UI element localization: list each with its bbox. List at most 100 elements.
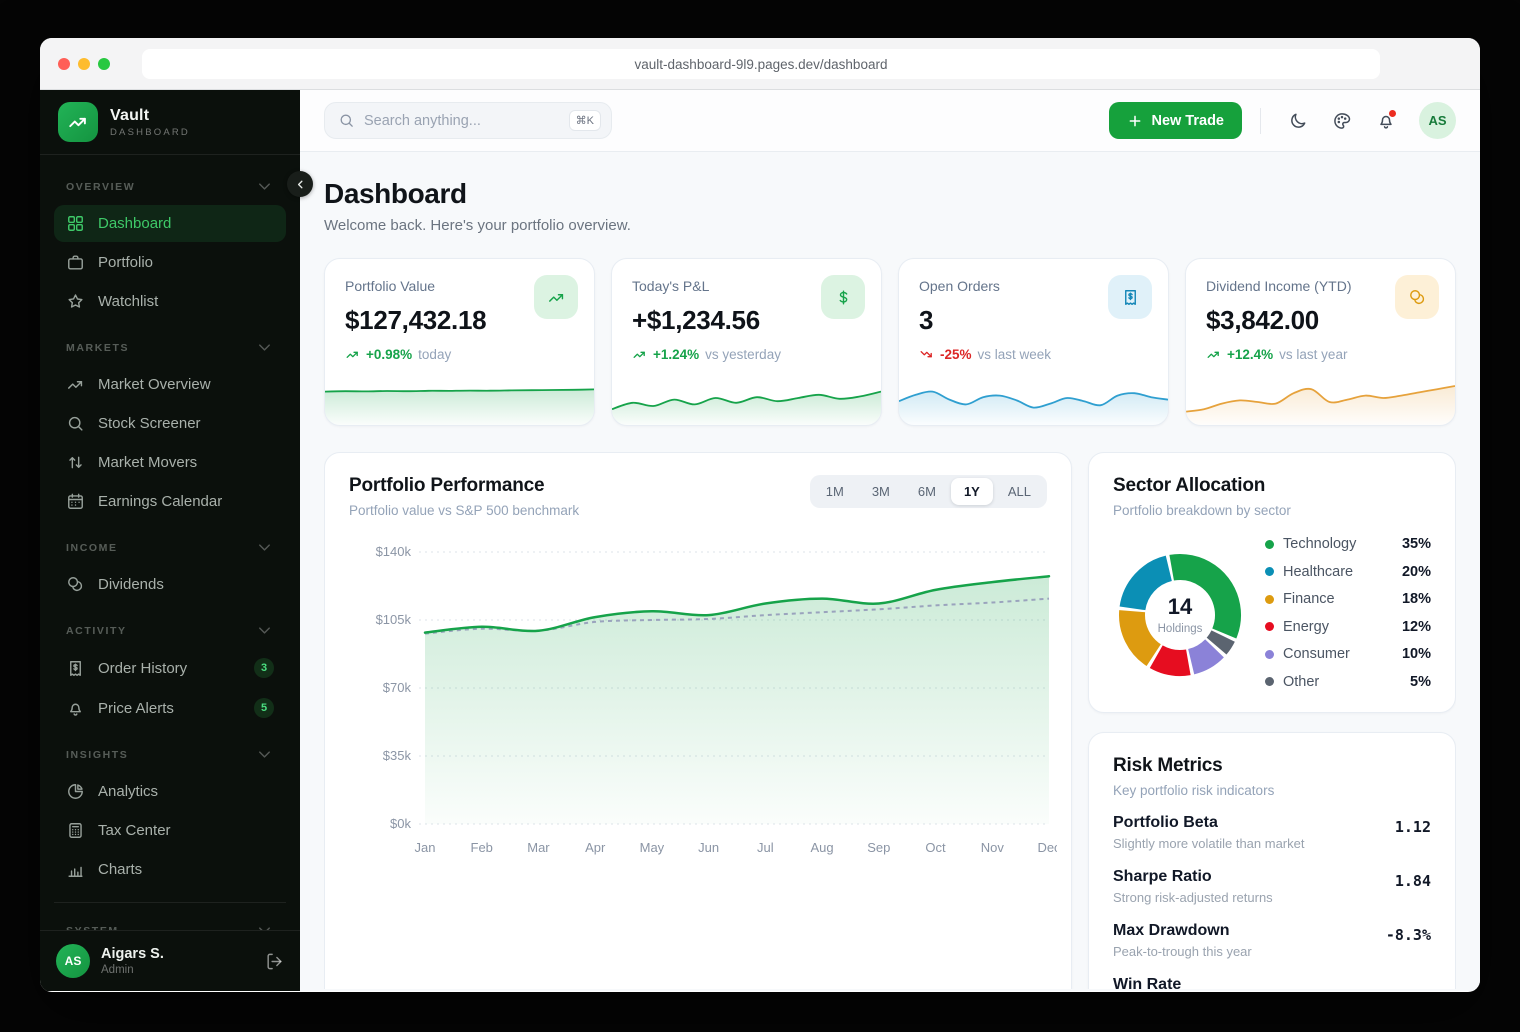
range-tab-1m[interactable]: 1M: [825, 484, 844, 499]
svg-text:Jun: Jun: [698, 840, 719, 855]
sidebar-section-header-insights[interactable]: INSIGHTS: [54, 735, 286, 771]
sidebar-header: Vault DASHBOARD: [40, 90, 300, 155]
trending-up-icon: [66, 375, 85, 394]
trend-down-icon: [919, 347, 934, 362]
stat-cards-row: Portfolio Value $127,432.18 +0.98% today Tod…: [324, 258, 1456, 426]
section-label: SYSTEM: [66, 925, 119, 931]
search-icon: [338, 112, 355, 129]
chevron-down-icon: [255, 921, 274, 930]
sidebar-item-earnings-calendar[interactable]: Earnings Calendar: [54, 483, 286, 520]
main-area: ⌘K New Trade: [300, 90, 1480, 991]
coins-icon: [1408, 288, 1427, 307]
sidebar-item-analytics[interactable]: Analytics: [54, 773, 286, 810]
stat-label: Portfolio Value: [345, 278, 436, 294]
app-title: Vault: [110, 106, 150, 124]
sparkline-chart: [325, 388, 594, 425]
stat-value: 3: [919, 305, 934, 335]
sidebar-item-stock-screener[interactable]: Stock Screener: [54, 405, 286, 442]
sidebar-collapse-button[interactable]: [287, 171, 313, 197]
stat-card-dividend-income-ytd: Dividend Income (YTD) $3,842.00 +12.4% vs l…: [1185, 258, 1456, 426]
risk-row-sharpe-ratio: Sharpe Ratio Strong risk-adjusted returns…: [1113, 868, 1431, 905]
legend-pct: 18%: [1401, 591, 1431, 607]
briefcase-icon: [66, 253, 85, 272]
sidebar-section-header-markets[interactable]: MARKETS: [54, 328, 286, 364]
sidebar-item-order-history[interactable]: Order History 3: [54, 649, 286, 687]
legend-row-finance: Finance 18%: [1265, 587, 1431, 611]
donut-slice-other: [1119, 553, 1241, 676]
sidebar-section-header-system[interactable]: SYSTEM: [54, 911, 286, 930]
dark-mode-toggle[interactable]: [1279, 102, 1317, 140]
sidebar-section-header-overview[interactable]: OVERVIEW: [54, 167, 286, 203]
range-tab-6m[interactable]: 6M: [917, 484, 936, 499]
range-tab-1y[interactable]: 1Y: [950, 478, 993, 505]
chevron-down-icon: [255, 177, 274, 196]
legend-pct: 35%: [1401, 536, 1431, 552]
chart-title: Portfolio Performance: [349, 475, 545, 496]
arrows-up-down-icon: [66, 453, 85, 472]
svg-text:Feb: Feb: [471, 840, 493, 855]
page-title: Dashboard: [324, 178, 467, 209]
sidebar-item-price-alerts[interactable]: Price Alerts 5: [54, 689, 286, 727]
donut-slice-energy: [1119, 553, 1241, 676]
risk-title: Risk Metrics: [1113, 755, 1223, 776]
sidebar-item-tax-center[interactable]: Tax Center: [54, 812, 286, 849]
section-label: OVERVIEW: [66, 180, 136, 193]
notifications-button[interactable]: [1367, 102, 1405, 140]
svg-text:$105k: $105k: [376, 612, 412, 627]
sector-donut-chart: 14 Holdings: [1119, 553, 1241, 676]
trend-up-icon: [1206, 347, 1221, 362]
risk-rows: Portfolio Beta Slightly more volatile tha…: [1113, 814, 1431, 989]
risk-row-win-rate: Win Rate: [1113, 976, 1182, 989]
search-input[interactable]: [364, 112, 560, 129]
zoom-window-button[interactable]: [98, 57, 110, 70]
stat-icon-box: [534, 275, 578, 319]
range-tab-3m[interactable]: 3M: [871, 484, 890, 499]
theme-picker-button[interactable]: [1323, 102, 1361, 140]
legend-pct: 20%: [1401, 563, 1431, 580]
stat-icon-box: [1108, 275, 1152, 319]
new-trade-button[interactable]: New Trade: [1109, 102, 1242, 139]
search-icon: [66, 414, 85, 433]
stat-delta: +1.24%: [653, 347, 700, 362]
performance-chart: $0k $35k $70k $105k $140k Jan Feb Mar Apr May Jun J…: [376, 544, 1057, 855]
svg-text:$0k: $0k: [390, 816, 411, 831]
svg-text:May: May: [640, 840, 665, 855]
stat-delta-note: vs last week: [977, 347, 1052, 362]
url-bar[interactable]: vault-dashboard-9l9.pages.dev/dashboard: [142, 49, 1380, 79]
logout-icon[interactable]: [265, 952, 284, 971]
stat-delta-note: vs yesterday: [705, 347, 781, 362]
pie-chart-icon: [66, 782, 85, 801]
sidebar-item-market-movers[interactable]: Market Movers: [54, 444, 286, 481]
svg-text:$35k: $35k: [383, 748, 412, 763]
sidebar-item-dashboard[interactable]: Dashboard: [54, 205, 286, 242]
sidebar-user[interactable]: AS Aigars S. Admin: [40, 930, 300, 991]
coins-icon: [66, 575, 85, 594]
donut-slice-consumer: [1119, 553, 1241, 676]
calendar-icon: [66, 492, 85, 511]
legend-dot: [1265, 677, 1274, 686]
stat-label: Dividend Income (YTD): [1206, 278, 1352, 294]
svg-text:Mar: Mar: [527, 840, 550, 855]
avatar[interactable]: AS: [1419, 102, 1456, 139]
risk-metrics-panel: Risk Metrics Key portfolio risk indicato…: [1088, 732, 1456, 989]
sidebar-section-insights: INSIGHTS Analytics Tax Center Charts: [54, 735, 286, 888]
risk-subtitle: Key portfolio risk indicators: [1113, 783, 1275, 798]
svg-text:Apr: Apr: [585, 840, 606, 855]
sidebar-section-header-activity[interactable]: ACTIVITY: [54, 611, 286, 647]
sidebar-section-header-income[interactable]: INCOME: [54, 528, 286, 564]
sidebar-item-dividends[interactable]: Dividends: [54, 566, 286, 603]
svg-text:Oct: Oct: [925, 840, 946, 855]
sidebar-item-portfolio[interactable]: Portfolio: [54, 244, 286, 281]
minimize-window-button[interactable]: [78, 57, 90, 70]
trend-up-icon: [345, 347, 360, 362]
range-tab-all[interactable]: ALL: [1007, 484, 1031, 499]
plus-icon: [1127, 113, 1143, 129]
legend-row-energy: Energy 12%: [1265, 615, 1431, 639]
search-box[interactable]: ⌘K: [324, 102, 612, 139]
sidebar-item-market-overview[interactable]: Market Overview: [54, 366, 286, 403]
close-window-button[interactable]: [58, 57, 70, 70]
sidebar-item-charts[interactable]: Charts: [54, 851, 286, 888]
sidebar-item-watchlist[interactable]: Watchlist: [54, 283, 286, 320]
sidebar-section-markets: MARKETS Market Overview Stock Screener Mark…: [54, 328, 286, 520]
stat-delta-note: vs last year: [1279, 347, 1348, 362]
